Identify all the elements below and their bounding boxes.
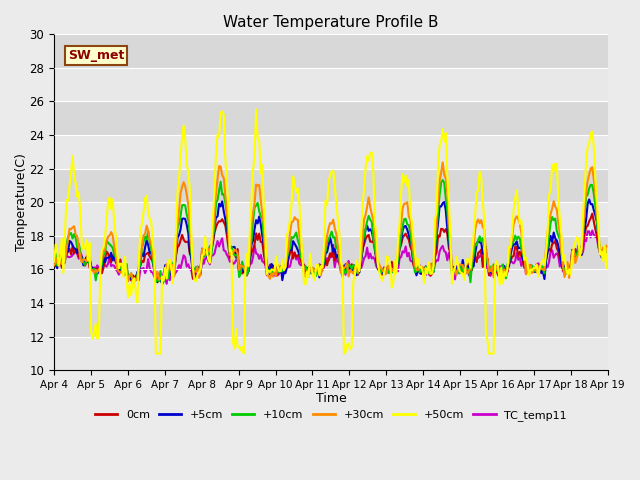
Bar xyxy=(54,68,608,101)
Text: SW_met: SW_met xyxy=(68,49,124,62)
Bar xyxy=(54,236,608,269)
Title: Water Temperature Profile B: Water Temperature Profile B xyxy=(223,15,438,30)
Bar xyxy=(54,34,608,68)
X-axis label: Time: Time xyxy=(316,392,346,405)
Bar xyxy=(54,101,608,135)
Bar xyxy=(54,168,608,202)
Y-axis label: Temperature(C): Temperature(C) xyxy=(15,153,28,251)
Bar xyxy=(54,135,608,168)
Bar xyxy=(54,202,608,236)
Legend: 0cm, +5cm, +10cm, +30cm, +50cm, TC_temp11: 0cm, +5cm, +10cm, +30cm, +50cm, TC_temp1… xyxy=(90,406,572,425)
Bar xyxy=(54,269,608,303)
Bar xyxy=(54,303,608,337)
Bar xyxy=(54,337,608,371)
